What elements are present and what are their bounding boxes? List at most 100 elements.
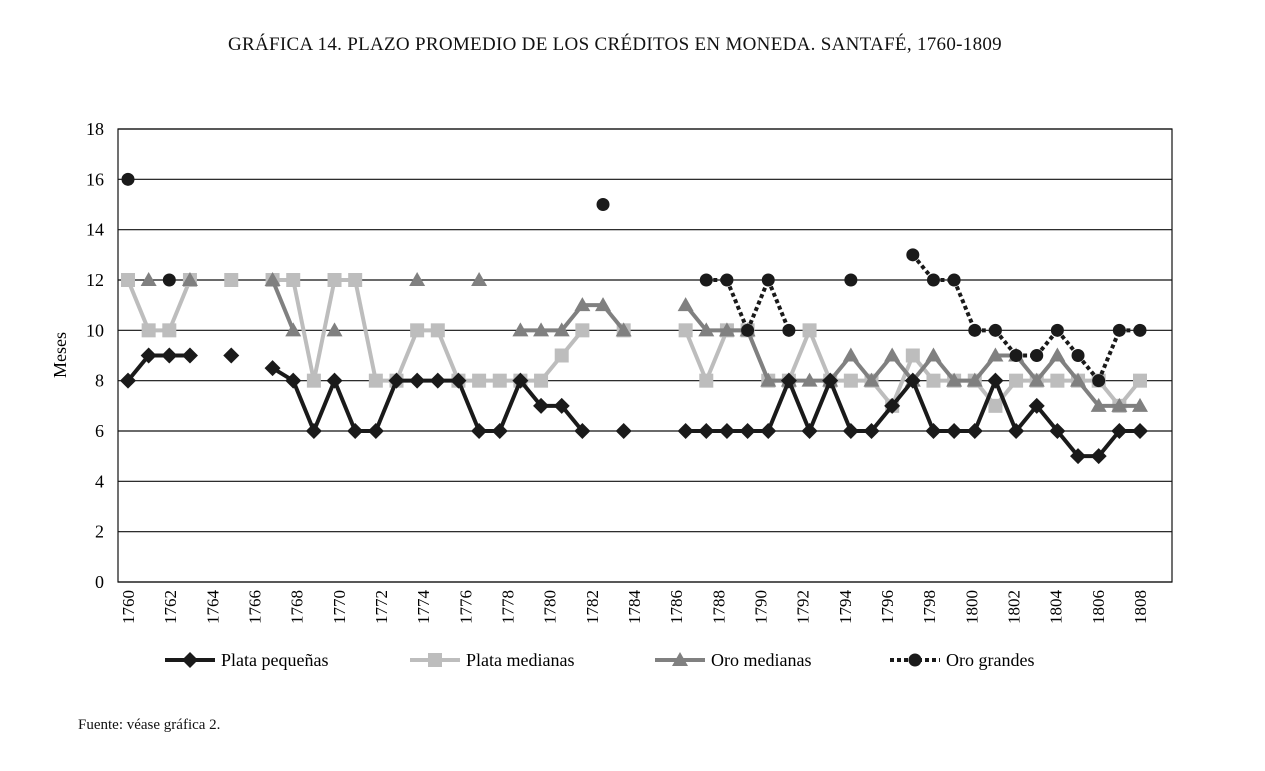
data-point <box>347 423 364 439</box>
data-point <box>1132 397 1148 412</box>
data-point <box>1112 323 1126 337</box>
series-segment <box>456 379 481 432</box>
series-segment <box>332 379 358 432</box>
legend-label: Oro medianas <box>711 650 811 670</box>
y-tick-label: 2 <box>95 522 104 542</box>
data-point <box>739 423 756 439</box>
data-point <box>884 397 901 414</box>
plot-frame <box>117 128 1173 583</box>
data-point <box>429 372 446 389</box>
series-segment <box>911 253 936 282</box>
data-point <box>181 272 198 286</box>
data-point <box>678 323 693 338</box>
data-point <box>1090 448 1107 465</box>
data-point <box>368 373 383 388</box>
series-segment <box>291 279 316 382</box>
data-point <box>223 347 240 364</box>
data-point <box>140 347 157 364</box>
series-plata-medianas <box>121 273 1147 413</box>
series-segment <box>704 329 729 382</box>
legend-marker <box>908 653 922 667</box>
data-point <box>741 323 755 337</box>
x-tick-label: 1792 <box>794 590 813 624</box>
data-point <box>367 423 384 439</box>
legend-item: Oro grandes <box>890 650 1034 670</box>
data-point <box>677 423 694 439</box>
data-point <box>842 347 859 362</box>
x-tick-label: 1784 <box>625 590 644 625</box>
data-point <box>264 272 281 286</box>
series-segment <box>311 279 337 382</box>
data-point <box>863 423 880 439</box>
data-point <box>1092 374 1106 388</box>
data-point <box>162 273 176 287</box>
data-point <box>1111 397 1128 412</box>
data-point <box>925 347 942 362</box>
data-point <box>409 372 426 389</box>
data-point <box>264 360 281 377</box>
source-footnote: Fuente: véase gráfica 2. <box>78 717 221 733</box>
data-point <box>925 423 942 439</box>
series-segment <box>787 379 812 432</box>
data-point <box>1132 423 1148 439</box>
data-point <box>760 423 777 439</box>
data-point <box>884 347 901 362</box>
data-point <box>863 372 880 387</box>
data-point <box>987 372 1004 389</box>
series-segment <box>910 379 936 432</box>
data-point <box>780 372 797 389</box>
data-point <box>926 273 940 287</box>
x-tick-label: 1808 <box>1131 590 1150 624</box>
x-tick-label: 1780 <box>541 590 560 624</box>
x-tick-label: 1804 <box>1047 590 1066 625</box>
series-segment <box>394 329 419 382</box>
series-segment <box>745 329 771 382</box>
data-point <box>842 423 859 439</box>
data-point <box>141 323 156 338</box>
series-segment <box>807 379 833 432</box>
x-tick-label: 1762 <box>161 590 180 624</box>
data-point <box>224 273 239 287</box>
x-tick-label: 1774 <box>414 590 433 625</box>
series-segment <box>787 329 812 382</box>
data-point <box>987 347 1004 362</box>
data-point <box>1050 323 1064 337</box>
data-point <box>718 423 735 439</box>
legend-item: Plata pequeñas <box>165 650 328 670</box>
data-point <box>161 347 178 364</box>
data-point <box>286 273 301 287</box>
data-point <box>409 272 426 286</box>
legend-marker <box>428 653 442 667</box>
series-segment <box>312 379 337 432</box>
y-tick-label: 0 <box>95 572 104 592</box>
legend-marker <box>672 652 688 666</box>
series-segment <box>745 279 771 332</box>
data-point <box>121 273 135 287</box>
data-point <box>471 272 488 286</box>
series-segment <box>167 279 192 332</box>
legend-label: Plata pequeñas <box>221 650 328 670</box>
data-point <box>1111 423 1128 439</box>
data-point <box>1133 373 1147 388</box>
data-point <box>1028 372 1045 387</box>
data-point <box>1030 349 1044 362</box>
data-point <box>512 322 529 337</box>
x-tick-label: 1790 <box>752 590 771 624</box>
series-segment <box>683 329 709 382</box>
data-point <box>699 273 713 287</box>
series-plata-pequeñas <box>120 347 1148 465</box>
data-point <box>1050 373 1065 388</box>
data-point <box>1090 397 1107 412</box>
series-segment <box>1055 329 1080 357</box>
data-point <box>430 323 445 338</box>
data-point <box>1070 448 1087 465</box>
data-point <box>906 248 920 262</box>
data-point <box>491 423 508 439</box>
data-point <box>760 372 777 387</box>
series-segment <box>890 354 915 407</box>
data-point <box>1049 347 1066 362</box>
x-tick-label: 1760 <box>119 590 138 624</box>
data-point <box>534 373 549 388</box>
data-point <box>388 372 405 389</box>
